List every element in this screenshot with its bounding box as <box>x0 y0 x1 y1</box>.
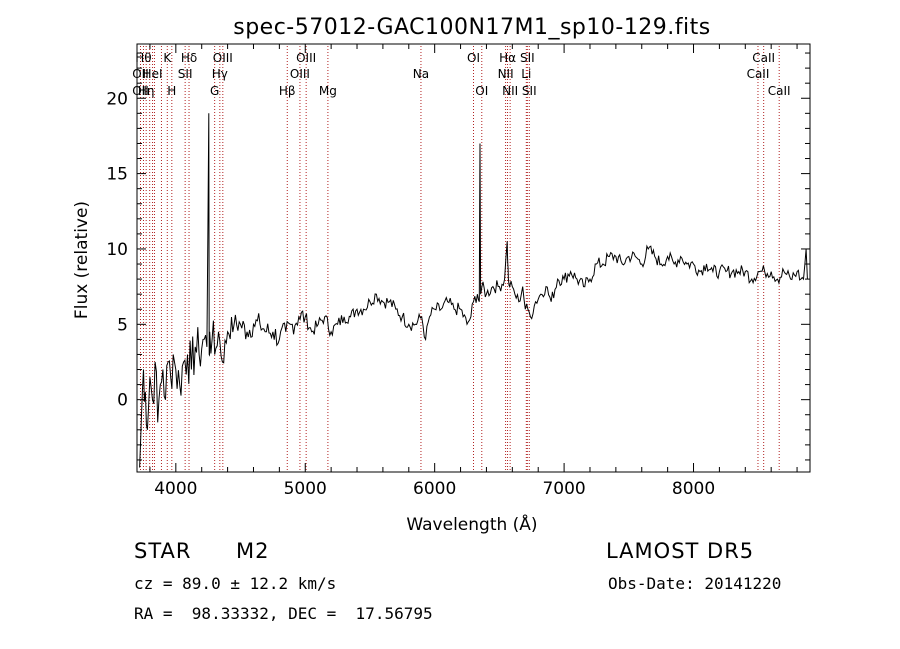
y-axis: 0 5 10 15 20 <box>106 52 810 461</box>
spectrum-line <box>139 113 808 468</box>
line-marker-label: Hδ <box>181 51 197 65</box>
x-tick-label: 5000 <box>284 479 327 499</box>
line-marker-label: OI <box>475 84 488 98</box>
line-marker-label: Hβ <box>279 84 296 98</box>
x-axis: 4000 5000 6000 7000 8000 <box>149 44 798 499</box>
x-tick-label: 8000 <box>672 479 715 499</box>
line-marker-label: NII <box>502 84 518 98</box>
emission-line-labels: OIIOIIHθHηHeIKHSIIHδGHγOIIIHβOIIIOIIIMgN… <box>132 51 790 98</box>
line-marker-label: Na <box>413 67 429 81</box>
line-marker-label: Hγ <box>212 67 228 81</box>
line-marker-label: OI <box>467 51 480 65</box>
line-marker-label: G <box>210 84 219 98</box>
line-marker-label: Li <box>521 67 531 81</box>
line-marker-label: OII <box>132 84 149 98</box>
line-marker-label: OII <box>132 67 149 81</box>
y-tick-label: 20 <box>106 89 128 109</box>
line-marker-label: CaII <box>768 84 791 98</box>
line-marker-label: OIII <box>296 51 316 65</box>
line-marker-label: K <box>163 51 172 65</box>
y-tick-label: 5 <box>117 315 128 335</box>
y-tick-label: 10 <box>106 240 128 260</box>
line-marker-label: CaII <box>752 51 775 65</box>
line-marker-label: Hα <box>499 51 516 65</box>
y-axis-label: Flux (relative) <box>72 201 92 319</box>
x-tick-label: 7000 <box>542 479 585 499</box>
redshift-text: cz = 89.0 ± 12.2 km/s <box>134 574 337 593</box>
emission-line-markers <box>139 46 780 472</box>
line-marker-label: Hθ <box>135 51 151 65</box>
x-axis-label: Wavelength (Å) <box>406 513 537 535</box>
x-tick-label: 4000 <box>154 479 197 499</box>
line-marker-label: H <box>167 84 176 98</box>
line-marker-label: CaII <box>747 67 770 81</box>
y-tick-label: 0 <box>117 391 128 411</box>
y-tick-label: 15 <box>106 165 128 185</box>
line-marker-label: Hη <box>138 84 155 98</box>
object-class-label: STAR <box>134 539 192 563</box>
line-marker-label: OIII <box>213 51 233 65</box>
x-tick-label: 6000 <box>413 479 456 499</box>
line-marker-label: Mg <box>319 84 337 98</box>
subclass-label: M2 <box>236 539 270 563</box>
line-marker-label: HeI <box>143 67 163 81</box>
line-marker-label: SII <box>522 84 537 98</box>
chart-title: spec-57012-GAC100N17M1_sp10-129.fits <box>233 15 711 40</box>
line-marker-label: NII <box>498 67 514 81</box>
line-marker-label: SII <box>520 51 535 65</box>
coordinates-text: RA = 98.33332, DEC = 17.56795 <box>134 604 433 623</box>
survey-label: LAMOST DR5 <box>606 539 755 563</box>
plot-frame <box>136 43 811 473</box>
obs-date-text: Obs-Date: 20141220 <box>608 574 782 593</box>
line-marker-label: OIII <box>290 67 310 81</box>
line-marker-label: SII <box>178 67 193 81</box>
